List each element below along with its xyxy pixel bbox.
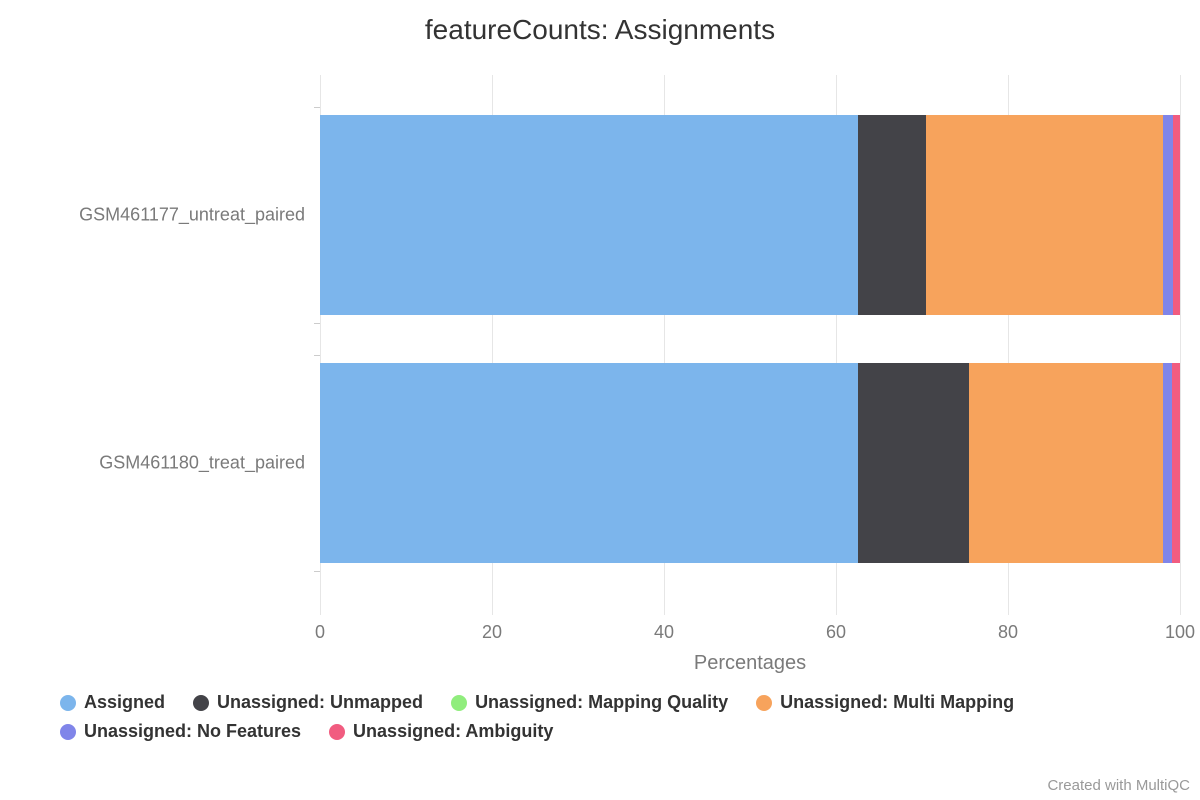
bar-row	[320, 363, 1180, 563]
bar-row	[320, 115, 1180, 315]
x-tick-label: 80	[998, 622, 1018, 643]
y-axis-label: GSM461180_treat_paired	[99, 453, 305, 474]
legend-label: Assigned	[84, 692, 165, 713]
legend-item-unmapped[interactable]: Unassigned: Unmapped	[193, 692, 423, 713]
gridline	[1180, 75, 1181, 615]
x-tick-label: 60	[826, 622, 846, 643]
legend-label: Unassigned: Mapping Quality	[475, 692, 728, 713]
row-tick	[314, 571, 320, 572]
row-tick	[314, 107, 320, 108]
x-tick-label: 20	[482, 622, 502, 643]
legend-label: Unassigned: Unmapped	[217, 692, 423, 713]
legend-swatch	[60, 724, 76, 740]
legend-swatch	[193, 695, 209, 711]
legend-label: Unassigned: Ambiguity	[353, 721, 553, 742]
x-tick-label: 40	[654, 622, 674, 643]
legend-item-assigned[interactable]: Assigned	[60, 692, 165, 713]
x-tick-label: 100	[1165, 622, 1195, 643]
plot-area	[320, 75, 1180, 615]
legend-item-multi_mapping[interactable]: Unassigned: Multi Mapping	[756, 692, 1014, 713]
legend-item-no_features[interactable]: Unassigned: No Features	[60, 721, 301, 742]
bar-segment-assigned	[320, 115, 858, 315]
bar-segment-multi_mapping	[969, 363, 1163, 563]
row-tick	[314, 355, 320, 356]
x-tick-label: 0	[315, 622, 325, 643]
legend-label: Unassigned: No Features	[84, 721, 301, 742]
y-axis-label: GSM461177_untreat_paired	[79, 205, 305, 226]
legend-label: Unassigned: Multi Mapping	[780, 692, 1014, 713]
bar-segment-multi_mapping	[926, 115, 1163, 315]
bar-segment-ambiguity	[1172, 363, 1180, 563]
legend-swatch	[329, 724, 345, 740]
bar-segment-no_features	[1163, 363, 1172, 563]
legend: Assigned Unassigned: Unmapped Unassigned: …	[60, 692, 1190, 742]
legend-swatch	[60, 695, 76, 711]
row-tick	[314, 323, 320, 324]
bar-segment-ambiguity	[1173, 115, 1180, 315]
legend-swatch	[451, 695, 467, 711]
bar-segment-unmapped	[858, 363, 970, 563]
legend-item-ambiguity[interactable]: Unassigned: Ambiguity	[329, 721, 553, 742]
legend-item-mapping_quality[interactable]: Unassigned: Mapping Quality	[451, 692, 728, 713]
chart-title: featureCounts: Assignments	[0, 0, 1200, 46]
bar-segment-assigned	[320, 363, 858, 563]
legend-swatch	[756, 695, 772, 711]
bar-segment-unmapped	[858, 115, 927, 315]
x-axis-title: Percentages	[694, 652, 806, 675]
bar-segment-no_features	[1163, 115, 1173, 315]
credit-text: Created with MultiQC	[1047, 777, 1190, 794]
